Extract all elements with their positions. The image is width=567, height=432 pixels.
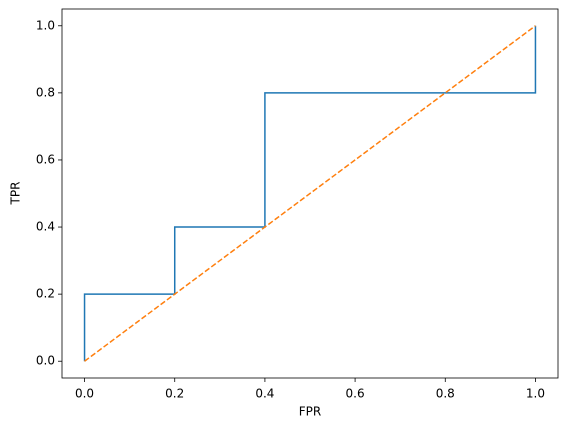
x-tick-label: 0.8: [436, 387, 455, 401]
y-tick-label: 0.2: [36, 287, 55, 301]
x-tick-label: 0.2: [165, 387, 184, 401]
y-tick-label: 0.6: [36, 152, 55, 166]
x-axis-label: FPR: [299, 405, 321, 419]
series-line: [84, 25, 536, 362]
y-axis-label: TPR: [9, 182, 23, 206]
y-tick-label: 0.4: [36, 220, 55, 234]
plot-frame: [61, 8, 559, 379]
y-tick-label: 0.0: [36, 354, 55, 368]
x-tick-label: 0.4: [255, 387, 274, 401]
y-tick-label: 0.8: [36, 85, 55, 99]
x-tick-label: 0.6: [346, 387, 365, 401]
y-tick-label: 1.0: [36, 18, 55, 32]
x-tick-label: 1.0: [526, 387, 545, 401]
series-line: [83, 25, 537, 362]
x-tick-label: 0.0: [75, 387, 94, 401]
